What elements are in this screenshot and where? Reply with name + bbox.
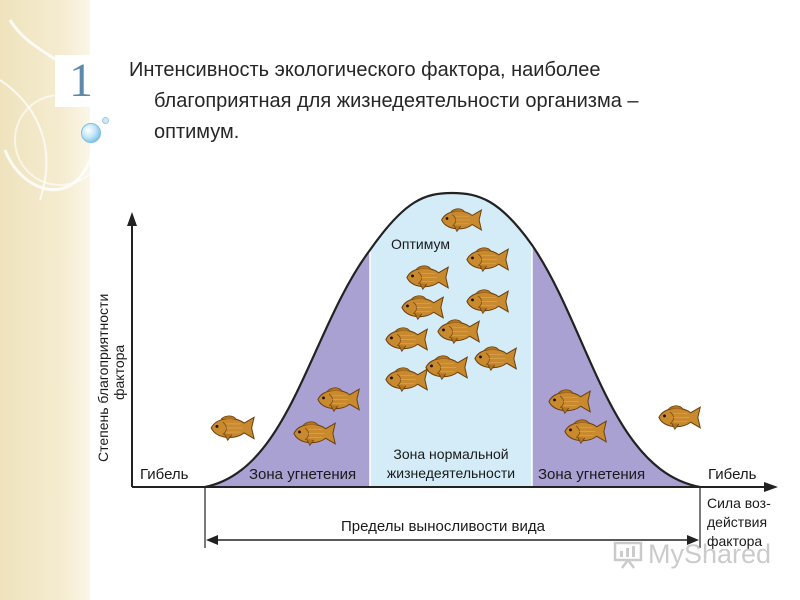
- watermark: MyShared: [612, 536, 771, 572]
- x-axis-arrow: [764, 482, 778, 492]
- oppression-zone-label-right: Зона угнетения: [538, 466, 645, 483]
- y-axis-label-line-1: Степень благоприятности: [95, 294, 111, 462]
- optimum-label: Оптимум: [391, 236, 450, 252]
- axes: [127, 212, 778, 548]
- tolerance-curve: [204, 191, 701, 489]
- oppression-zone-label-left: Зона угнетения: [249, 466, 356, 483]
- presentation-icon: [613, 541, 643, 569]
- slide-heading: Интенсивность экологического фактора, на…: [129, 55, 749, 148]
- fish-dead-right: [658, 405, 701, 430]
- tolerance-arrow-right: [687, 535, 699, 545]
- heading-line-2: благоприятная для жизнедеятельности орга…: [154, 90, 639, 112]
- death-label-left: Гибель: [140, 466, 189, 483]
- x-axis-label-line-1: Сила воз-: [707, 495, 771, 511]
- y-axis-arrow: [127, 212, 137, 226]
- decorative-bubble: [81, 123, 101, 143]
- y-axis-label-line-2: фактора: [111, 345, 127, 400]
- death-label-right: Гибель: [708, 466, 757, 483]
- heading-line-1: Интенсивность экологического фактора, на…: [129, 59, 601, 81]
- decorative-bubble-small: [102, 117, 109, 124]
- x-axis-label-line-2: действия: [707, 514, 767, 530]
- tolerance-arrow-left: [206, 535, 218, 545]
- slide-number: 1: [55, 55, 107, 107]
- tolerance-limits-label: Пределы выносливости вида: [341, 518, 546, 535]
- heading-line-3: оптимум.: [154, 121, 240, 143]
- normal-zone-label-line-2: жизнедеятельности: [387, 465, 515, 481]
- diagram-labels: Степень благоприятности фактора Гибель Г…: [95, 236, 771, 549]
- normal-zone-label-line-1: Зона нормальной: [393, 446, 508, 462]
- fish-dead-left: [210, 415, 255, 441]
- x-axis-label-line-3: фактора: [707, 533, 762, 549]
- watermark-text: MyShared: [648, 538, 772, 569]
